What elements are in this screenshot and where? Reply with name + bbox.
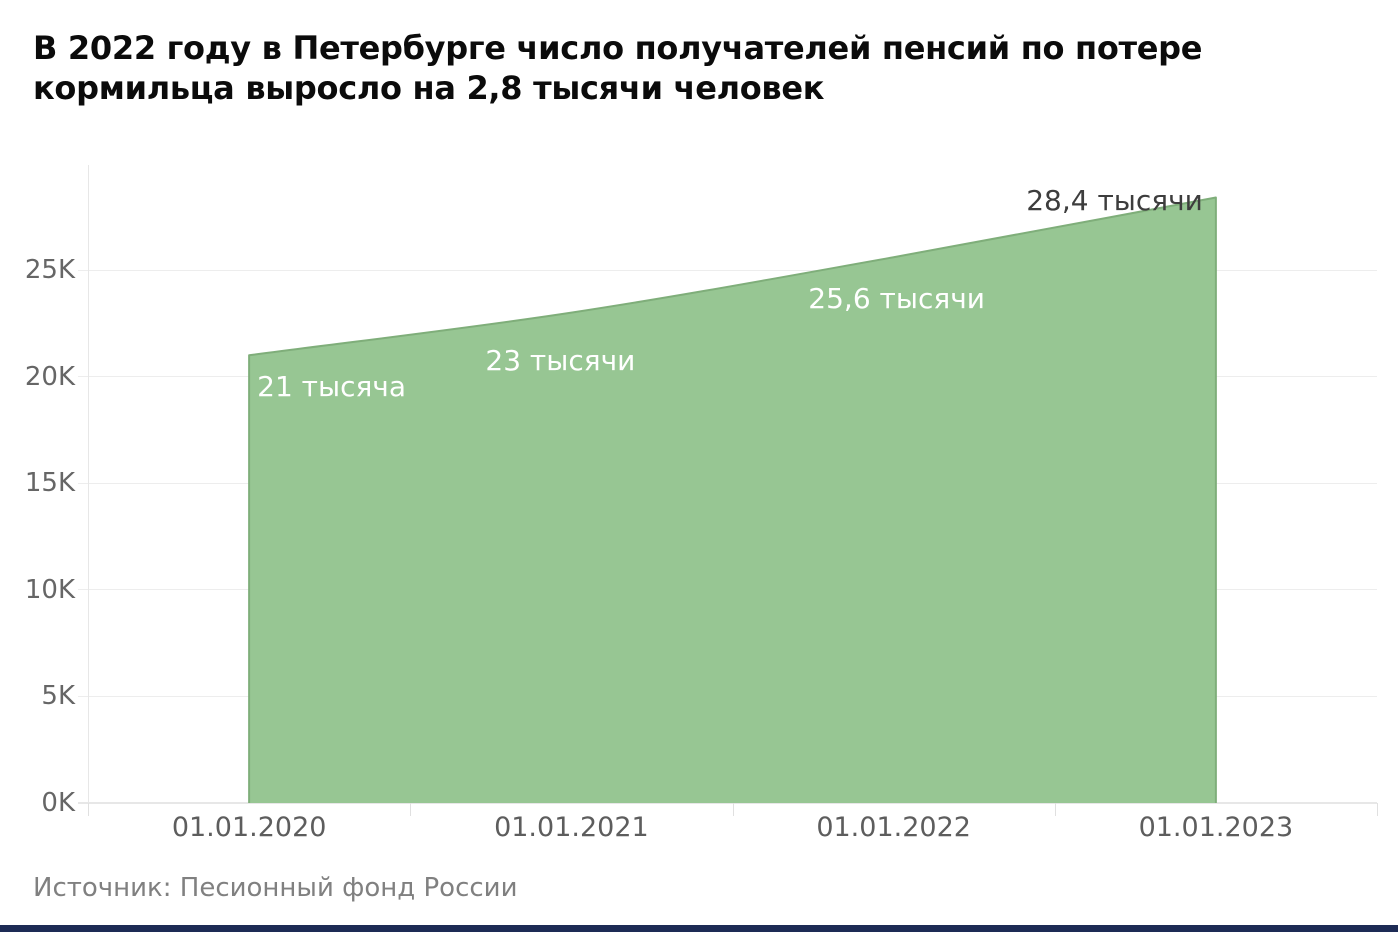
- x-axis-tick: [1377, 803, 1378, 816]
- gridline-25k: [78, 269, 1377, 271]
- data-label-2020: 21 тысяча: [257, 370, 407, 404]
- chart-title-line-2: кормильца выросло на 2,8 тысячи человек: [33, 69, 825, 107]
- y-axis-label-0k: 0K: [41, 788, 75, 818]
- area-series-fill: [249, 197, 1216, 804]
- y-axis-label-25k: 25K: [24, 255, 75, 285]
- y-axis-label-15k: 15K: [24, 468, 75, 499]
- x-axis-label-2023: 01.01.2023: [1138, 812, 1294, 843]
- x-axis-tick: [88, 803, 89, 816]
- source-note: Источник: Песионный фонд России: [33, 873, 518, 903]
- y-axis-label-5k: 5K: [41, 681, 75, 712]
- footer-accent-bar: [0, 925, 1398, 932]
- x-axis-label-2022: 01.01.2022: [816, 812, 971, 843]
- x-axis-label-2021: 01.01.2021: [494, 812, 649, 843]
- chart-title-line-1: В 2022 году в Петербурге число получател…: [33, 29, 1203, 67]
- data-label-2022: 25,6 тысячи: [808, 282, 985, 316]
- x-axis-tick: [1055, 803, 1056, 816]
- y-axis-line: [88, 165, 89, 803]
- x-axis-tick: [733, 803, 734, 816]
- data-label-2021: 23 тысячи: [485, 343, 636, 377]
- chart-title: В 2022 году в Петербурге число получател…: [33, 28, 1202, 108]
- x-axis-label-2020: 01.01.2020: [171, 812, 327, 843]
- area-series-outline: [248, 196, 1217, 803]
- x-axis-tick: [410, 803, 411, 816]
- data-label-2023: 28,4 тысячи: [1026, 183, 1203, 217]
- y-axis-label-10k: 10K: [24, 574, 75, 605]
- y-axis-label-20k: 20K: [24, 361, 75, 392]
